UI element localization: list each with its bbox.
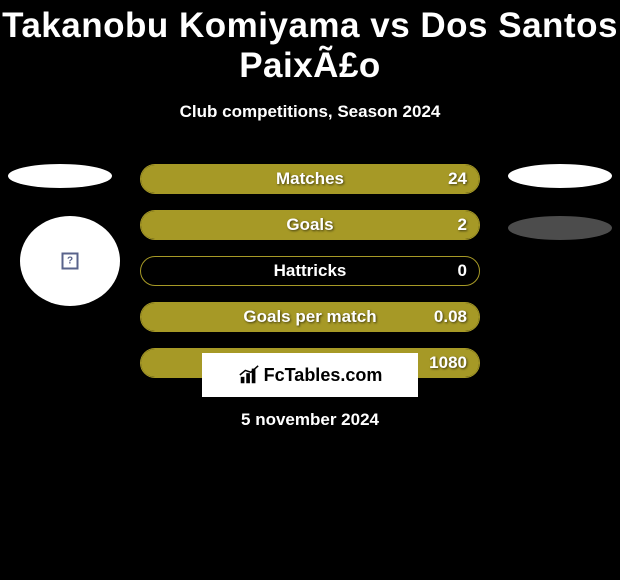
stat-value: 2 <box>458 215 467 235</box>
stat-value: 0 <box>458 261 467 281</box>
brand-badge[interactable]: FcTables.com <box>202 353 418 397</box>
brand-text: FcTables.com <box>264 365 383 386</box>
stat-row: Goals per match0.08 <box>140 302 480 332</box>
left-player-marker-top <box>8 164 112 188</box>
stat-value: 0.08 <box>434 307 467 327</box>
question-mark-icon: ? <box>67 256 73 267</box>
stat-label: Matches <box>141 169 479 189</box>
left-player-avatar: ? <box>20 216 120 306</box>
comparison-card: Takanobu Komiyama vs Dos Santos PaixÃ£o … <box>0 0 620 580</box>
avatar-placeholder-icon: ? <box>62 253 79 270</box>
stat-label: Goals per match <box>141 307 479 327</box>
stat-row: Matches24 <box>140 164 480 194</box>
stat-label: Hattricks <box>141 261 479 281</box>
stat-value: 1080 <box>429 353 467 373</box>
bar-chart-icon <box>238 364 260 386</box>
stat-row: Hattricks0 <box>140 256 480 286</box>
right-player-marker-bottom <box>508 216 612 240</box>
stat-label: Goals <box>141 215 479 235</box>
stat-row: Goals2 <box>140 210 480 240</box>
right-player-marker-top <box>508 164 612 188</box>
page-title: Takanobu Komiyama vs Dos Santos PaixÃ£o <box>0 0 620 86</box>
snapshot-date: 5 november 2024 <box>0 410 620 430</box>
stat-value: 24 <box>448 169 467 189</box>
subtitle: Club competitions, Season 2024 <box>0 102 620 122</box>
